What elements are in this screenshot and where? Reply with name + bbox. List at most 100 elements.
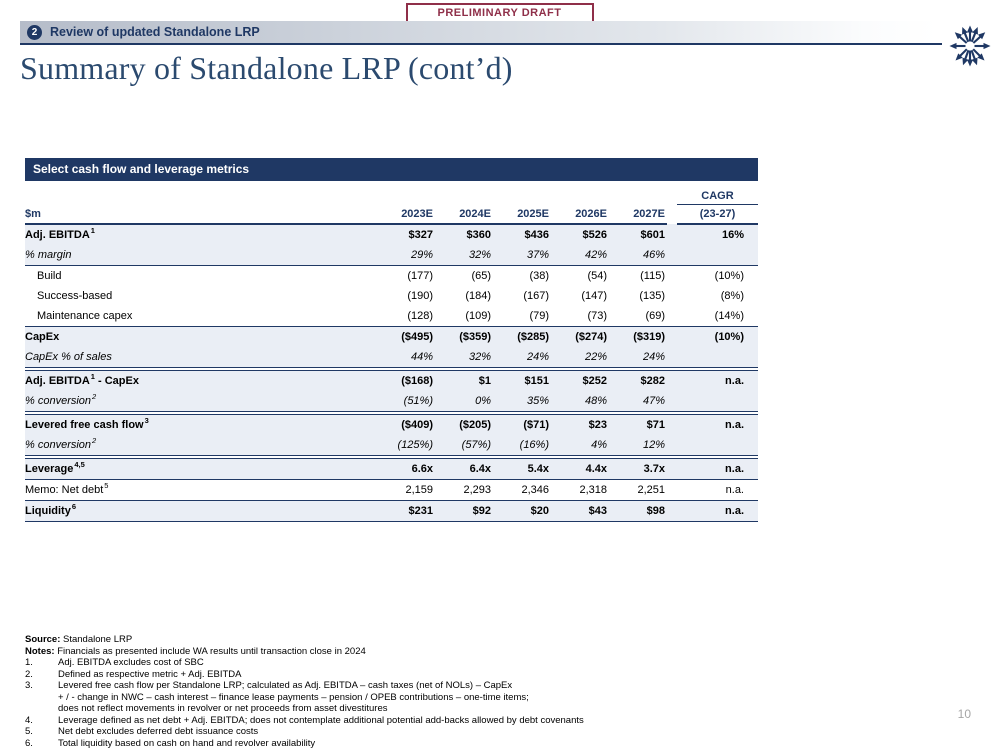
column-gap [667,245,677,266]
row-value: $92 [435,500,493,522]
footnote-item: 1. Adj. EBITDA excludes cost of SBC [25,657,925,669]
column-header-row: $m 2023E 2024E 2025E 2026E 2027E (23-27) [25,204,758,225]
year-column-header: 2027E [609,204,667,225]
row-value: (115) [640,270,665,282]
cagr-value: n.a. [677,414,758,435]
row-value: $526 [551,224,609,245]
row-value: $436 [493,224,551,245]
row-value: $1 [435,370,493,391]
row-value: 4% [551,435,609,456]
row-value: (38) [529,270,549,282]
row-value: $71 [609,414,667,435]
table-row: % conversion2 (125%) (57%) (16%) 4% 12% [25,435,758,456]
footnotes: Source: Standalone LRP Notes: Financials… [25,634,925,749]
notes-line: Notes: Financials as presented include W… [25,646,925,658]
row-value: (135) [639,290,665,302]
year-column-header: 2026E [551,204,609,225]
table-row: Liquidity6 $231 $92 $20 $43 $98 n.a. [25,500,758,522]
row-value: 2,293 [435,479,493,501]
row-label: % margin [25,245,377,266]
row-value: ($168) [377,370,435,391]
row-value: $98 [609,500,667,522]
row-value: 3.7x [609,458,667,480]
row-value: $20 [493,500,551,522]
row-value: $327 [377,224,435,245]
row-label: % conversion2 [25,435,377,456]
footnote-number: 4. [25,714,33,726]
row-value: 6.4x [435,458,493,480]
row-value: $601 [609,224,667,245]
footnote-number: 5. [25,726,33,737]
row-value: (51%) [377,391,435,412]
row-label: CapEx [25,326,377,347]
source-label: Source: [25,634,61,645]
row-value: $252 [551,370,609,391]
row-value: (177) [407,270,433,282]
table-row: Adj. EBITDA1 $327 $360 $436 $526 $601 16% [25,224,758,245]
starburst-arrows-logo-icon [948,24,992,68]
footnote-number: 6. [25,737,33,749]
row-value: 44% [377,347,435,368]
table-row: % margin 29% 32% 37% 42% 46% [25,245,758,266]
column-gap [667,266,677,287]
row-label: CapEx % of sales [25,347,377,368]
row-label: % conversion2 [25,391,377,412]
year-column-header: 2025E [493,204,551,225]
footnote-number: 1. [25,657,33,668]
row-value: $282 [609,370,667,391]
row-value: (54) [587,270,607,282]
header-gap [667,205,677,225]
row-value: ($409) [377,414,435,435]
table-row: CapEx ($495) ($359) ($285) ($274) ($319) (10%) [25,326,758,347]
row-value: 37% [493,245,551,266]
row-value: ($71) [493,414,551,435]
row-value: 32% [435,347,493,368]
row-label: Adj. EBITDA1 - CapEx [25,370,377,391]
unit-column-header: $m [25,204,377,225]
cagr-value [677,347,758,368]
row-value: 12% [609,435,667,456]
footnote-text: Defined as respective metric + Adj. EBIT… [58,668,242,680]
footnote-item: 2. Defined as respective metric + Adj. EB… [25,669,925,681]
source-line: Source: Standalone LRP [25,634,925,646]
page-number: 10 [957,707,971,721]
row-value: ($495) [377,326,435,347]
footnote-item: 3. Levered free cash flow per Standalone … [25,680,925,715]
cagr-value [677,435,758,456]
row-value: 6.6x [377,458,435,480]
row-value: 35% [493,391,551,412]
column-gap [667,500,677,522]
row-value: 5.4x [493,458,551,480]
row-label: Maintenance capex [25,306,377,327]
footnote-list: 1. Adj. EBITDA excludes cost of SBC 2. Defi… [25,657,925,749]
cagr-value: n.a. [677,370,758,391]
footnote-text: Adj. EBITDA excludes cost of SBC [58,657,204,668]
group-separator [25,411,758,415]
row-value: $23 [551,414,609,435]
cagr-value [677,391,758,412]
footnote-text: Total liquidity based on cash on hand an… [58,737,316,749]
row-value: 29% [377,245,435,266]
metrics-table-body: Adj. EBITDA1 $327 $360 $436 $526 $601 16%% mar… [25,224,758,522]
row-value: ($274) [551,326,609,347]
table-row: Maintenance capex (128) (109) (79) (73) (69) (… [25,306,758,327]
row-value: 0% [435,391,493,412]
notes-text: Financials as presented include WA resul… [54,645,366,657]
header-divider [20,43,942,45]
row-value: $360 [435,224,493,245]
source-text: Standalone LRP [60,634,133,645]
row-value: 32% [435,245,493,266]
row-label: Leverage4,5 [25,458,377,480]
footnote-text: Net debt excludes deferred debt issuance… [58,726,259,737]
row-value: 2,318 [551,479,609,501]
row-value: (184) [465,290,491,302]
cagr-value: (14%) [677,306,758,327]
section-number-badge: 2 [27,24,42,40]
row-value: (57%) [435,435,493,456]
row-value: $231 [377,500,435,522]
row-value: 2,346 [493,479,551,501]
notes-label: Notes: [25,645,55,657]
row-value: 2,251 [609,479,667,501]
table-row: Leverage4,5 6.6x 6.4x 5.4x 4.4x 3.7x n.a. [25,458,758,480]
row-value: (65) [471,270,491,282]
